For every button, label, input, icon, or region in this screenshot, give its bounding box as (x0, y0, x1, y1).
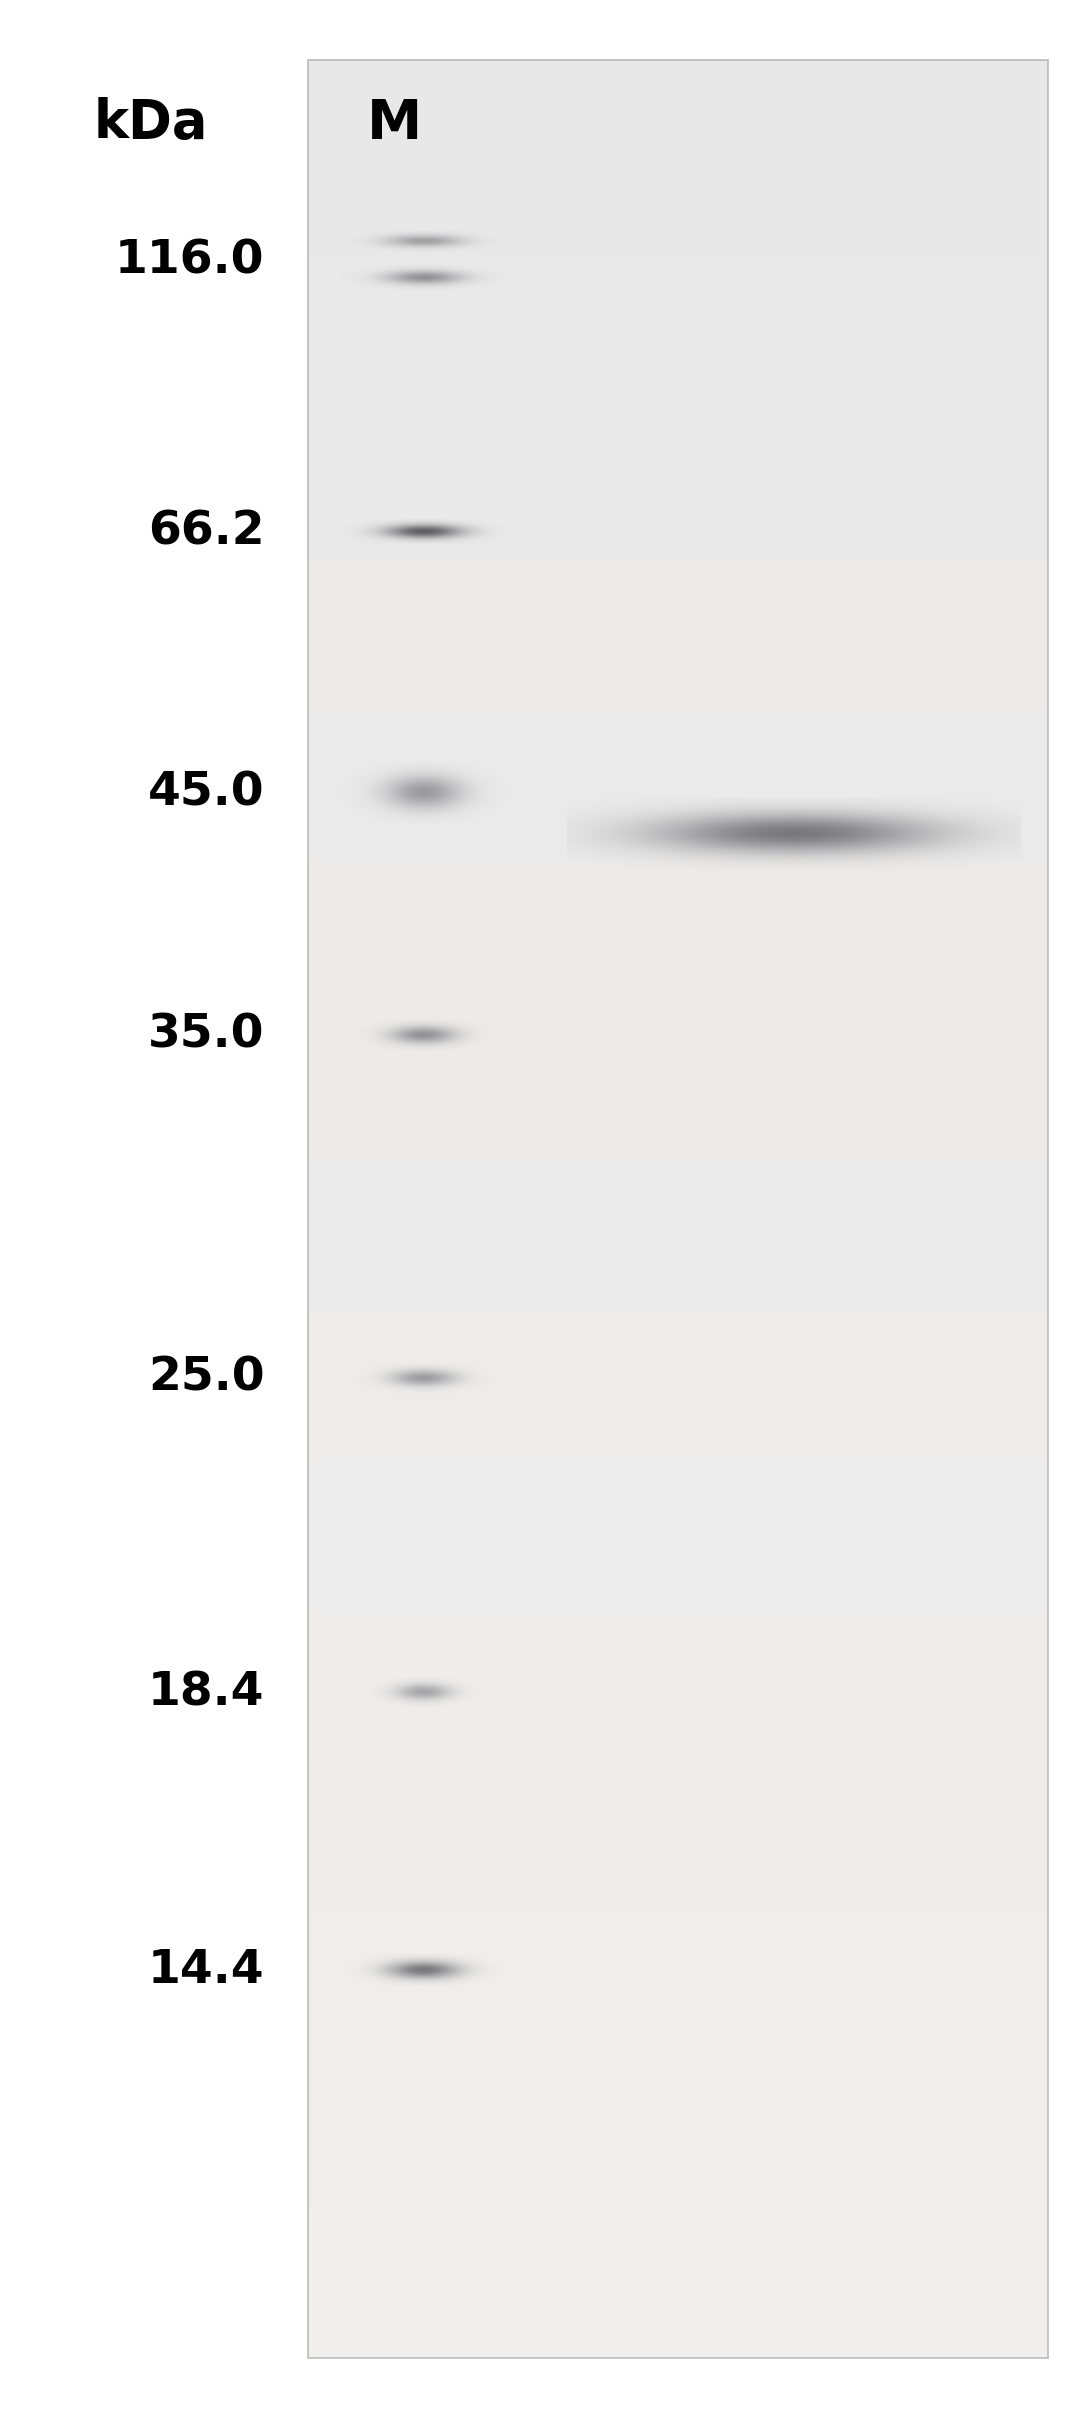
Text: 116.0: 116.0 (116, 239, 265, 283)
Text: M: M (366, 97, 422, 150)
Text: 14.4: 14.4 (148, 1949, 265, 1992)
Text: 18.4: 18.4 (148, 1671, 265, 1714)
Text: 45.0: 45.0 (148, 771, 265, 815)
Text: 25.0: 25.0 (148, 1356, 265, 1400)
Text: 66.2: 66.2 (148, 510, 265, 554)
FancyBboxPatch shape (308, 60, 1048, 2358)
Text: kDa: kDa (94, 97, 208, 150)
Text: 35.0: 35.0 (148, 1013, 265, 1057)
